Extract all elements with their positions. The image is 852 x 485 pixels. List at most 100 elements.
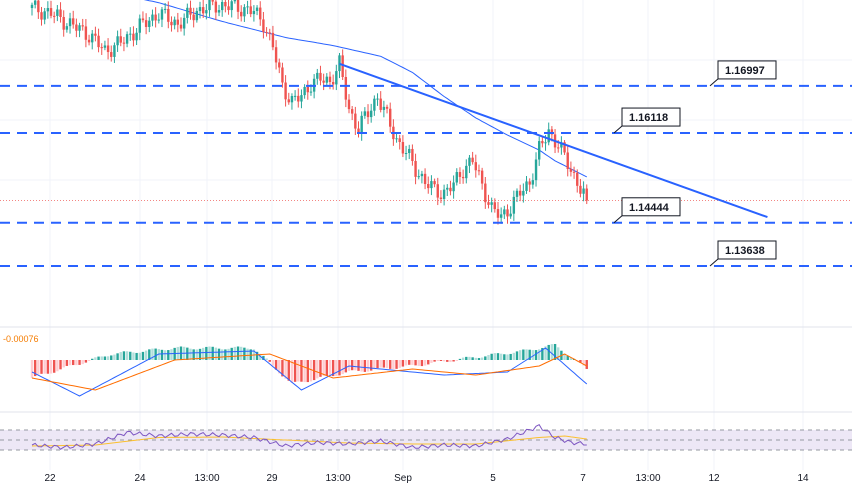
macd-histogram-bar <box>243 347 246 360</box>
macd-histogram-bar <box>541 347 544 360</box>
candle-body <box>106 45 110 53</box>
candle-body <box>366 111 370 118</box>
macd-histogram-bar <box>227 348 230 360</box>
macd-histogram-bar <box>167 350 170 360</box>
candle-body <box>404 153 408 155</box>
macd-histogram-bar <box>474 357 477 360</box>
candle-body <box>297 95 300 102</box>
macd-histogram-bar <box>350 360 354 371</box>
candle-body <box>68 18 72 27</box>
macd-histogram-bar <box>477 358 481 360</box>
candle-body <box>376 98 379 100</box>
candle-body <box>252 11 256 15</box>
macd-histogram-bar <box>496 353 500 360</box>
macd-histogram-bar <box>338 360 341 376</box>
macd-histogram-bar <box>278 360 281 374</box>
candle-body <box>113 45 116 57</box>
macd-histogram-bar <box>528 349 531 360</box>
candle-body <box>211 0 214 2</box>
candle-body <box>446 187 449 190</box>
candle-body <box>487 202 490 205</box>
candle-body <box>103 45 107 48</box>
candle-body <box>246 6 249 8</box>
macd-histogram-bar <box>122 351 126 360</box>
macd-histogram-bar <box>284 360 287 379</box>
candle-body <box>480 170 484 184</box>
macd-histogram-bar <box>430 360 433 363</box>
level-callout-box <box>717 60 777 80</box>
macd-histogram-bar <box>246 348 249 360</box>
macd-histogram-bar <box>465 356 468 360</box>
x-tick-label: 22 <box>44 473 56 484</box>
macd-histogram-bar <box>433 360 436 362</box>
macd-histogram-bar <box>103 356 107 360</box>
candle-body <box>33 0 37 5</box>
macd-histogram-bar <box>582 360 585 366</box>
macd-histogram-bar <box>300 360 303 382</box>
candle-body <box>259 7 262 20</box>
macd-histogram-bar <box>534 350 538 360</box>
candle-body <box>518 190 522 196</box>
macd-histogram-bar <box>487 355 490 360</box>
candle-body <box>163 8 167 10</box>
candle-body <box>471 157 474 163</box>
macd-histogram-bar <box>379 360 382 368</box>
candle-body <box>347 99 351 110</box>
macd-value-label: -0.00076 <box>3 334 39 344</box>
candle-body <box>331 81 335 85</box>
candle-body <box>325 76 329 83</box>
macd-histogram-bar <box>414 360 417 366</box>
macd-histogram-bar <box>509 353 512 360</box>
candle-body <box>363 111 367 116</box>
candle-body <box>72 18 75 25</box>
candle-body <box>468 157 471 166</box>
candle-body <box>243 7 246 17</box>
candle-body <box>452 182 455 192</box>
candle-body <box>328 76 332 82</box>
candle-body <box>148 20 151 27</box>
candle-body <box>442 189 446 199</box>
macd-histogram-bar <box>30 360 34 378</box>
rsi-line <box>31 424 587 450</box>
macd-histogram-bar <box>135 352 138 360</box>
candle-body <box>274 47 278 63</box>
candle-body <box>52 15 56 17</box>
candle-body <box>306 86 309 93</box>
trendline[interactable] <box>339 62 768 219</box>
macd-histogram-bar <box>192 349 195 360</box>
macd-histogram-bar <box>265 358 268 360</box>
macd-histogram-bar <box>427 360 430 365</box>
macd-histogram-bar <box>281 360 284 377</box>
candle-body <box>97 35 100 48</box>
macd-histogram-bar <box>389 360 392 369</box>
macd-histogram-bar <box>449 360 452 363</box>
candle-body <box>493 202 497 210</box>
macd-histogram-bar <box>293 360 297 382</box>
macd-histogram-bar <box>72 360 75 366</box>
macd-histogram-bar <box>436 360 439 361</box>
macd-histogram-bar <box>274 360 278 370</box>
candle-body <box>357 128 360 134</box>
macd-histogram-bar <box>110 355 113 360</box>
candle-body <box>401 142 405 154</box>
candle-body <box>338 55 341 72</box>
candle-body <box>509 213 512 217</box>
macd-histogram-bar <box>328 360 332 376</box>
level-callout-box <box>621 197 681 217</box>
macd-histogram-bar <box>46 360 50 374</box>
macd-histogram-bar <box>325 360 329 376</box>
level-callout-leader <box>613 125 623 134</box>
x-tick-label: 13:00 <box>635 473 660 484</box>
candle-body <box>122 42 126 44</box>
candle-body <box>538 141 541 160</box>
candle-body <box>290 96 294 103</box>
macd-histogram-bar <box>116 353 119 360</box>
candle-body <box>100 47 103 49</box>
candle-body <box>186 7 189 18</box>
macd-histogram-bar <box>550 344 554 360</box>
macd-histogram-bar <box>316 360 319 379</box>
candle-body <box>233 0 237 2</box>
moving-average <box>143 0 588 178</box>
candle-body <box>59 9 62 17</box>
